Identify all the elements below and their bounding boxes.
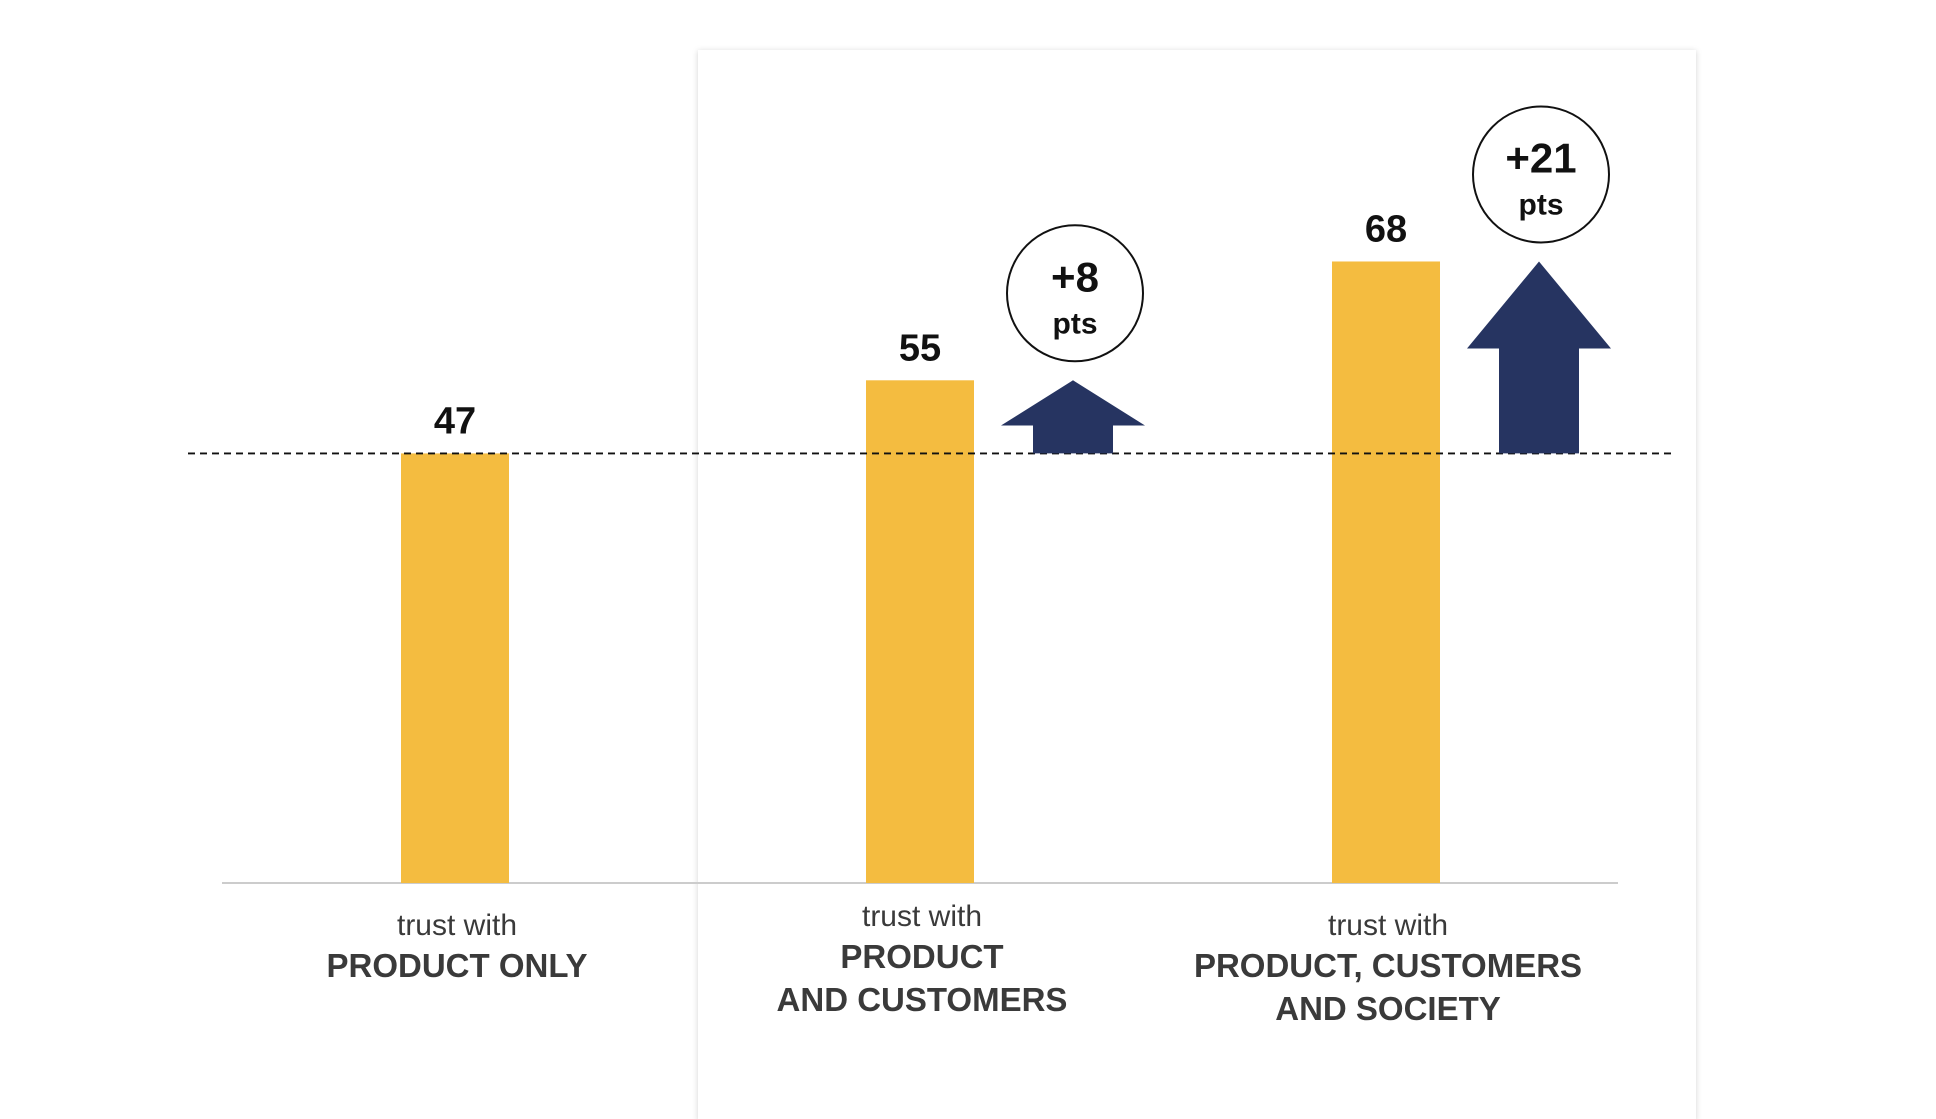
category-label-line: PRODUCT ONLY [327,947,588,984]
category-prefix-label: trust with [1328,909,1448,942]
category-label-line: PRODUCT, CUSTOMERS [1194,947,1582,984]
bar-3 [1332,261,1440,884]
delta-value-label: +8 [1051,253,1099,300]
category-prefix-label: trust with [862,900,982,933]
bar-2 [866,380,974,883]
delta-value-label: +21 [1505,134,1576,181]
bar-1 [401,453,509,883]
delta-circle [1472,105,1610,244]
delta-unit-label: pts [1519,188,1564,221]
category-label-line: AND CUSTOMERS [777,981,1068,1018]
category-prefix-label: trust with [397,909,517,942]
category-label-line: PRODUCT [840,938,1003,975]
delta-circle [1006,224,1144,363]
delta-unit-label: pts [1053,307,1098,340]
bar-value-label: 55 [899,327,941,369]
bar-value-label: 47 [434,400,476,442]
category-label-line: AND SOCIETY [1275,990,1501,1027]
increase-arrow-icon [1467,261,1611,454]
plot-area: 47 55 68 +8 pts +21 pts trust with PRODUCT ONLY t… [188,105,1672,1027]
increase-arrow-icon [1001,380,1145,454]
bar-value-label: 68 [1365,208,1407,250]
